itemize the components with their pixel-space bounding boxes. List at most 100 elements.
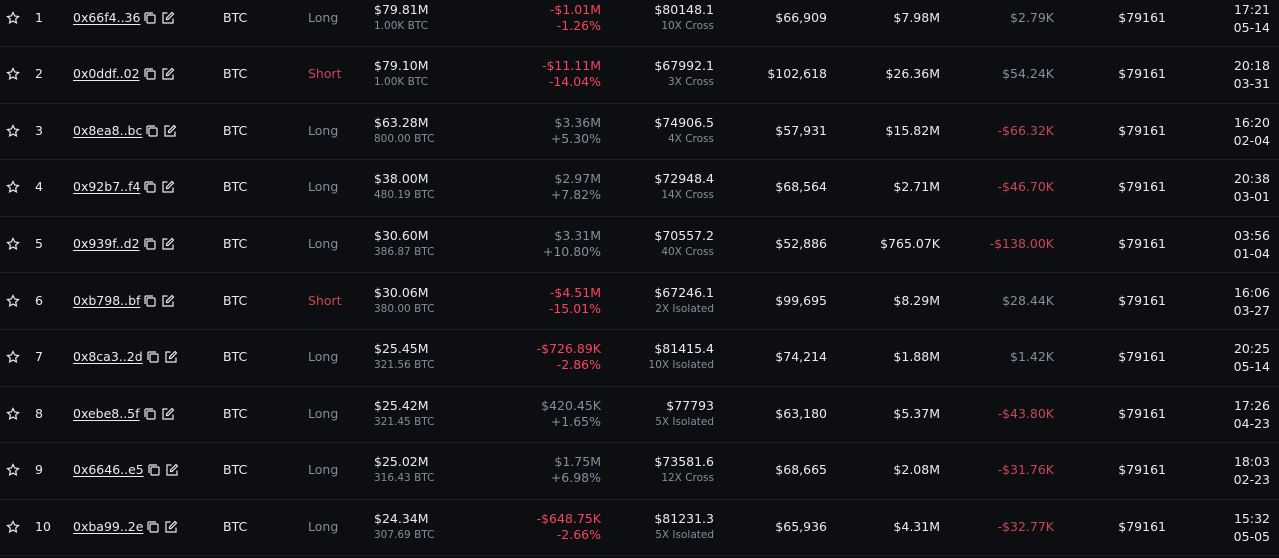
- favorite-star[interactable]: [6, 180, 20, 194]
- edit-icon[interactable]: [164, 350, 178, 364]
- pnl: $1.75M: [554, 454, 601, 470]
- coin: BTC: [223, 349, 248, 365]
- position-size-coin: 1.00K BTC: [374, 19, 428, 32]
- edit-icon[interactable]: [161, 67, 175, 81]
- position-size-coin: 800.00 BTC: [374, 132, 435, 145]
- position-row: 2 0x0ddf..02 BTC Short $79.10M 1.00K BTC -$11.…: [0, 47, 1279, 104]
- liquidation-price: $66,909: [775, 9, 827, 25]
- mark-price: $79161: [1118, 179, 1166, 195]
- edit-icon[interactable]: [164, 520, 178, 534]
- copy-icon[interactable]: [146, 520, 160, 534]
- roe: -1.26%: [556, 17, 601, 33]
- pnl: $420.45K: [541, 397, 601, 413]
- liquidation-price: $74,214: [775, 349, 827, 365]
- address-link[interactable]: 0x66f4..36: [73, 9, 141, 25]
- margin: $8.29M: [893, 292, 940, 308]
- open-time: 03:56: [1233, 228, 1270, 244]
- mark-price: $79161: [1118, 462, 1166, 478]
- funding-fee: -$138.00K: [989, 236, 1054, 252]
- margin: $5.37M: [893, 405, 940, 421]
- entry-price: $74906.5: [654, 114, 714, 130]
- favorite-star[interactable]: [6, 520, 20, 534]
- copy-icon[interactable]: [145, 124, 159, 138]
- address-link[interactable]: 0xb798..bf: [73, 292, 141, 308]
- position-size: $38.00M: [374, 171, 429, 187]
- open-time: 20:25: [1233, 341, 1270, 357]
- side: Long: [308, 9, 339, 25]
- entry-price: $73581.6: [654, 454, 714, 470]
- copy-icon[interactable]: [143, 67, 157, 81]
- open-date: 05-14: [1233, 19, 1270, 35]
- position-row: 7 0x8ca3..2d BTC Long $25.45M 321.56 BTC -$726…: [0, 330, 1279, 387]
- address-link[interactable]: 0x92b7..f4: [73, 179, 141, 195]
- liquidation-price: $52,886: [775, 236, 827, 252]
- open-time: 20:18: [1233, 58, 1270, 74]
- entry-price: $70557.2: [654, 228, 714, 244]
- rank: 9: [35, 462, 43, 478]
- funding-fee: -$46.70K: [997, 179, 1054, 195]
- margin: $7.98M: [893, 9, 940, 25]
- edit-icon[interactable]: [161, 180, 175, 194]
- copy-icon[interactable]: [143, 294, 157, 308]
- rank: 4: [35, 179, 43, 195]
- funding-fee: -$43.80K: [997, 405, 1054, 421]
- position-size-coin: 321.45 BTC: [374, 415, 435, 428]
- coin: BTC: [223, 405, 248, 421]
- address-link[interactable]: 0x8ca3..2d: [73, 349, 143, 365]
- open-date: 02-23: [1233, 472, 1270, 488]
- open-time: 16:06: [1233, 284, 1270, 300]
- pnl: -$648.75K: [536, 511, 601, 527]
- position-row: 8 0xebe8..5f BTC Long $25.42M 321.45 BTC $420.…: [0, 387, 1279, 444]
- leverage: 40X Cross: [661, 246, 714, 259]
- copy-icon[interactable]: [146, 350, 160, 364]
- favorite-star[interactable]: [6, 463, 20, 477]
- funding-fee: $2.79K: [1010, 9, 1054, 25]
- roe: +1.65%: [550, 413, 601, 429]
- favorite-star[interactable]: [6, 10, 20, 25]
- address-link[interactable]: 0xebe8..5f: [73, 405, 140, 421]
- side: Long: [308, 236, 339, 252]
- funding-fee: $1.42K: [1010, 349, 1054, 365]
- favorite-star[interactable]: [6, 67, 20, 81]
- copy-icon[interactable]: [143, 180, 157, 194]
- roe: -2.86%: [556, 357, 601, 373]
- funding-fee: $54.24K: [1002, 66, 1054, 82]
- pnl: -$1.01M: [549, 1, 601, 17]
- copy-icon[interactable]: [143, 11, 157, 25]
- address-link[interactable]: 0x0ddf..02: [73, 66, 140, 82]
- address-link[interactable]: 0x939f..d2: [73, 236, 140, 252]
- coin: BTC: [223, 292, 248, 308]
- copy-icon[interactable]: [143, 237, 157, 251]
- edit-icon[interactable]: [163, 124, 177, 138]
- favorite-star[interactable]: [6, 350, 20, 364]
- roe: -15.01%: [548, 300, 601, 316]
- edit-icon[interactable]: [161, 407, 175, 421]
- pnl: $2.97M: [554, 171, 601, 187]
- edit-icon[interactable]: [161, 237, 175, 251]
- edit-icon[interactable]: [161, 294, 175, 308]
- copy-icon[interactable]: [147, 463, 161, 477]
- address-link[interactable]: 0x8ea8..bc: [73, 122, 143, 138]
- roe: -2.66%: [556, 527, 601, 543]
- position-size-coin: 1.00K BTC: [374, 76, 428, 89]
- favorite-star[interactable]: [6, 293, 20, 308]
- margin: $4.31M: [893, 519, 940, 535]
- copy-icon[interactable]: [143, 407, 157, 421]
- address-link[interactable]: 0xba99..2e: [73, 519, 144, 535]
- rank: 10: [35, 519, 51, 535]
- position-size-coin: 480.19 BTC: [374, 189, 435, 202]
- favorite-star[interactable]: [6, 124, 20, 138]
- favorite-star[interactable]: [6, 407, 20, 421]
- liquidation-price: $57,931: [775, 122, 827, 138]
- position-size: $24.34M: [374, 511, 429, 527]
- address-link[interactable]: 0x6646..e5: [73, 462, 144, 478]
- favorite-star[interactable]: [6, 237, 20, 251]
- mark-price: $79161: [1118, 405, 1166, 421]
- leverage: 5X Isolated: [655, 529, 714, 542]
- leverage: 10X Cross: [661, 19, 714, 32]
- edit-icon[interactable]: [165, 463, 179, 477]
- edit-icon[interactable]: [161, 11, 175, 25]
- entry-price: $67246.1: [654, 284, 714, 300]
- coin: BTC: [223, 9, 248, 25]
